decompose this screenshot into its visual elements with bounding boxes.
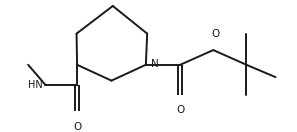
- Text: O: O: [176, 105, 184, 115]
- Text: N: N: [151, 59, 158, 69]
- Text: O: O: [211, 29, 220, 39]
- Text: HN: HN: [28, 80, 43, 90]
- Text: O: O: [73, 122, 81, 132]
